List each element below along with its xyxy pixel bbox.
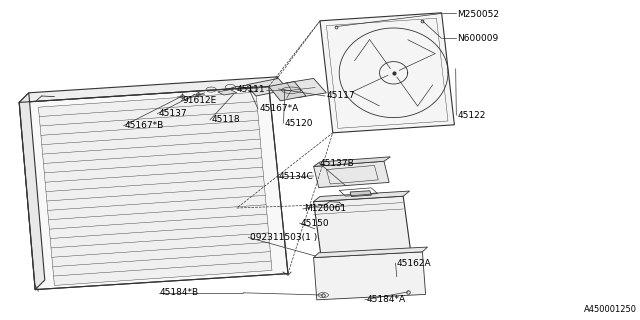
Polygon shape	[218, 90, 237, 95]
Text: 45162A: 45162A	[397, 259, 431, 268]
Polygon shape	[269, 82, 306, 101]
Polygon shape	[314, 247, 428, 258]
Text: 45111: 45111	[237, 85, 266, 94]
Polygon shape	[285, 78, 326, 98]
Text: 45184*A: 45184*A	[366, 295, 405, 304]
Polygon shape	[314, 252, 426, 300]
Text: 45137B: 45137B	[320, 159, 355, 168]
Text: M250052: M250052	[458, 10, 500, 19]
Polygon shape	[314, 191, 410, 202]
Text: 45117: 45117	[326, 92, 355, 100]
Polygon shape	[320, 13, 454, 133]
Polygon shape	[314, 161, 389, 188]
Polygon shape	[38, 92, 272, 285]
Polygon shape	[246, 78, 288, 96]
Polygon shape	[19, 93, 45, 290]
Polygon shape	[19, 77, 278, 102]
Text: A450001250: A450001250	[584, 305, 637, 314]
Text: 45134C: 45134C	[278, 172, 313, 181]
Text: 45184*B: 45184*B	[160, 288, 199, 297]
Polygon shape	[19, 86, 288, 290]
Polygon shape	[314, 196, 412, 263]
Text: 45122: 45122	[458, 111, 486, 120]
Text: 45137: 45137	[159, 109, 188, 118]
Text: 45167*B: 45167*B	[125, 121, 164, 130]
Text: 45167*A: 45167*A	[259, 104, 298, 113]
Polygon shape	[314, 157, 390, 166]
Polygon shape	[350, 191, 371, 196]
Text: 092311503(1 ): 092311503(1 )	[250, 233, 317, 242]
Text: N600009: N600009	[458, 34, 499, 43]
Text: M120061: M120061	[304, 204, 346, 213]
Text: 45150: 45150	[301, 219, 330, 228]
Text: 91612E: 91612E	[182, 96, 217, 105]
Text: 45118: 45118	[211, 116, 240, 124]
Text: 45120: 45120	[285, 119, 314, 128]
